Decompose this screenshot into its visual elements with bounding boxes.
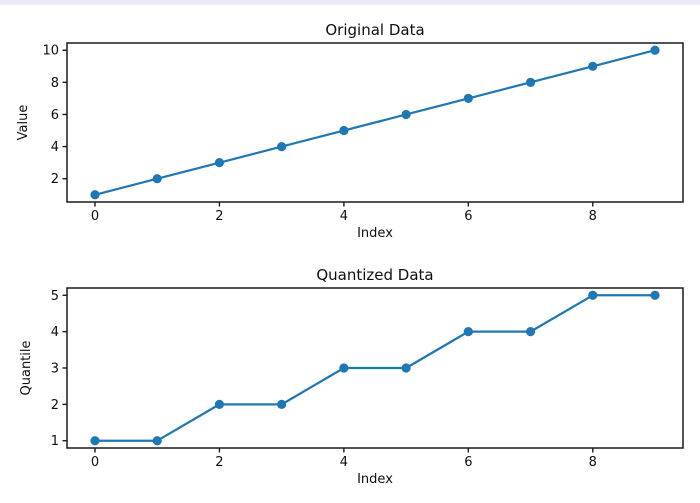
data-point-marker [152, 436, 162, 446]
chart-title: Original Data [325, 21, 424, 39]
y-tick-label: 5 [51, 289, 59, 304]
chart-original-data: 0 2 4 6 8 2 4 6 8 10 Original Data Index Value [16, 21, 684, 241]
y-tick-label: 2 [51, 172, 59, 187]
y-tick-label: 4 [51, 325, 59, 340]
data-point-marker [650, 45, 660, 55]
x-tick-label: 4 [340, 455, 348, 470]
y-tick-label: 10 [42, 44, 59, 59]
data-point-marker [525, 327, 536, 337]
y-axis-label: Quantile [19, 341, 34, 396]
x-tick-label: 2 [215, 209, 223, 224]
y-axis-label: Value [16, 105, 31, 141]
x-tick-label: 0 [91, 209, 99, 224]
data-point-marker [650, 290, 660, 300]
x-axis-label: Index [357, 472, 393, 487]
data-point-marker [525, 77, 536, 87]
data-point-marker [588, 61, 598, 71]
data-point-marker [339, 363, 349, 373]
data-point-marker [401, 109, 411, 120]
x-axis-label: Index [357, 226, 393, 241]
data-point-marker [214, 158, 225, 168]
x-tick-label: 4 [340, 209, 348, 224]
y-tick-label: 6 [51, 108, 59, 123]
data-point-marker [588, 290, 598, 300]
series-line [93, 294, 657, 442]
series-line [93, 49, 657, 196]
x-tick-label: 6 [464, 209, 472, 224]
data-point-marker [277, 141, 287, 152]
x-tick-label: 8 [589, 455, 597, 470]
y-tick-label: 8 [51, 76, 59, 91]
data-point-marker [90, 190, 100, 200]
x-tick-label: 8 [589, 209, 597, 224]
chart-title: Quantized Data [316, 266, 433, 284]
y-tick-label: 3 [51, 362, 59, 377]
data-point-marker [463, 93, 473, 104]
y-tick-label: 1 [51, 434, 59, 449]
x-tick-label: 0 [91, 455, 99, 470]
data-point-marker [214, 399, 225, 409]
chart-quantized-data: 0 2 4 6 8 1 2 3 4 5 Quantized Data Index Quantile [19, 266, 684, 487]
y-tick-label: 2 [51, 398, 59, 413]
top-border-strip [0, 0, 700, 5]
x-tick-label: 2 [215, 455, 223, 470]
data-point-marker [401, 363, 411, 373]
data-point-marker [463, 327, 473, 337]
data-point-marker [152, 174, 162, 184]
y-tick-label: 4 [51, 140, 59, 155]
x-tick-label: 6 [464, 455, 472, 470]
data-point-marker [90, 436, 100, 446]
data-point-marker [339, 125, 349, 136]
data-point-marker [277, 399, 287, 409]
